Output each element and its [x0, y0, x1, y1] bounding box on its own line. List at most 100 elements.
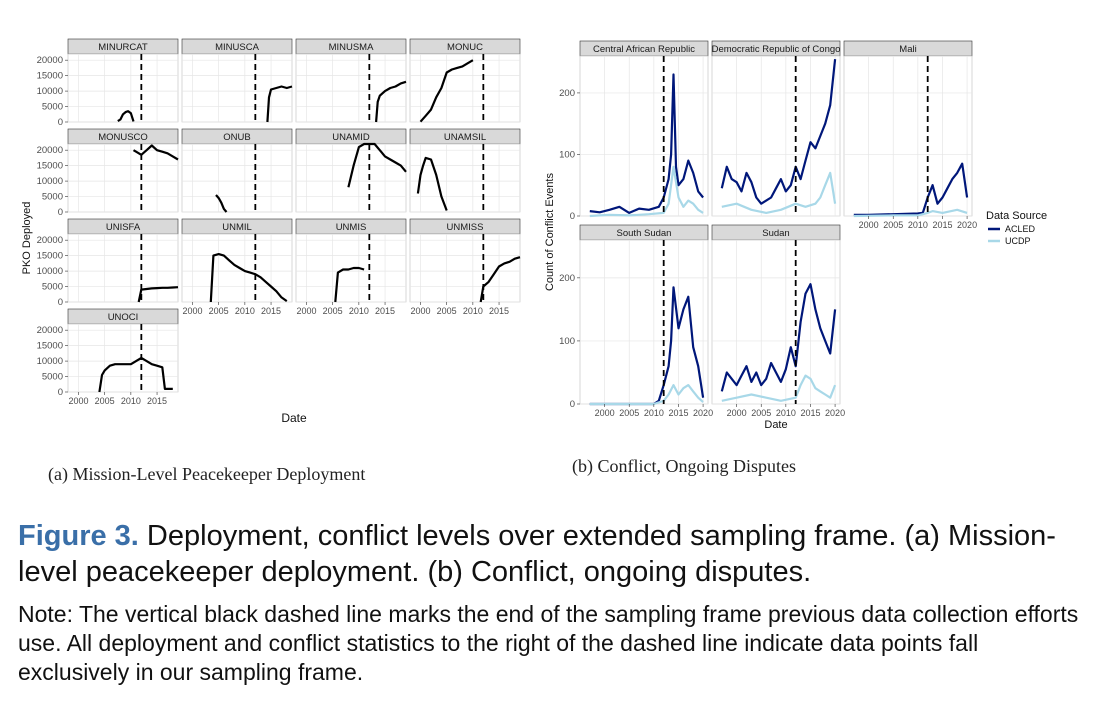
series-line: [266, 85, 293, 123]
y-tick-label: 5000: [42, 282, 63, 293]
panel-background: [67, 323, 179, 393]
series-line: [98, 356, 173, 393]
series-line: [721, 374, 837, 402]
x-tick-label: 2005: [209, 306, 229, 316]
facet-title: Central African Republic: [593, 44, 695, 55]
y-tick-label: 200: [559, 88, 575, 99]
x-tick-label: 2000: [595, 408, 615, 418]
y-tick-label: 100: [559, 336, 575, 347]
facet-title: UNMISS: [447, 222, 484, 233]
y-tick-label: 10000: [37, 86, 63, 97]
x-tick-label: 2015: [261, 306, 281, 316]
y-tick-label: 200: [559, 273, 575, 284]
facet-panel: UNAMID: [295, 128, 407, 213]
facet-title: Democratic Republic of Congo: [712, 44, 841, 55]
y-tick-label: 0: [58, 297, 63, 308]
facet-title: MINUSCA: [215, 42, 259, 53]
y-tick-label: 20000: [37, 325, 63, 336]
facet-panel: UNOCI 0 5000 10000 15000 20000 2000 2005 2010 201…: [37, 308, 179, 406]
facet-title: ONUB: [223, 132, 250, 143]
y-tick-label: 100: [559, 149, 575, 160]
x-tick-label: 2010: [235, 306, 255, 316]
x-axis-title: Date: [764, 419, 787, 431]
facet-title: MINURCAT: [98, 42, 148, 53]
y-tick-label: 0: [570, 399, 575, 410]
series-line: [209, 253, 288, 303]
series-line: [137, 286, 179, 303]
panel-background: [67, 143, 179, 213]
x-tick-label: 2005: [323, 306, 343, 316]
x-axis-title: Date: [281, 411, 307, 425]
x-tick-label: 2000: [859, 220, 879, 230]
y-tick-label: 0: [58, 207, 63, 218]
y-tick-label: 20000: [37, 235, 63, 246]
legend-label: UCDP: [1005, 236, 1031, 246]
x-tick-label: 2015: [932, 220, 952, 230]
series-line: [589, 165, 704, 218]
facet-title: UNAMSIL: [444, 132, 486, 143]
x-tick-label: 2015: [147, 396, 167, 406]
y-axis-title: PKO Deployed: [21, 202, 33, 275]
panel-background: [67, 53, 179, 123]
series-line: [720, 283, 837, 392]
panel-background: [843, 55, 973, 217]
panel-background: [181, 233, 293, 303]
facet-title: MINUSMA: [329, 42, 375, 53]
y-tick-label: 0: [58, 117, 63, 128]
facet-panel: ONUB: [181, 128, 293, 213]
facet-panel: UNMIS 2000 2005 2010 2015: [295, 218, 407, 316]
facet-panel: MONUSCO 0 5000 10000 15000 20000: [37, 128, 179, 218]
figure-label: Figure 3.: [18, 520, 139, 552]
series-line: [215, 194, 228, 213]
x-tick-label: 2000: [182, 306, 202, 316]
y-tick-label: 15000: [37, 161, 63, 172]
series-line: [117, 110, 135, 123]
y-tick-label: 0: [58, 387, 63, 398]
legend-label: ACLED: [1005, 224, 1036, 234]
facet-title: UNISFA: [106, 222, 141, 233]
series-line: [721, 171, 837, 214]
facet-panel: Central African Republic 0 100 200: [559, 40, 709, 222]
x-tick-label: 2000: [410, 306, 430, 316]
facet-panel: UNMISS 2000 2005 2010 2015: [409, 218, 521, 316]
panel-background: [579, 55, 709, 217]
legend: Data Source ACLED UCDP: [986, 210, 1047, 246]
facet-panel: UNAMSIL: [409, 128, 521, 213]
y-tick-label: 5000: [42, 192, 63, 203]
facet-panel: MINURCAT 0 5000 10000 15000 20000: [37, 38, 179, 128]
series-line: [375, 80, 407, 123]
y-tick-label: 15000: [37, 71, 63, 82]
x-tick-label: 2000: [296, 306, 316, 316]
series-line: [720, 58, 837, 205]
facet-title: South Sudan: [617, 228, 672, 239]
x-tick-label: 2010: [121, 396, 141, 406]
panel-background: [67, 233, 179, 303]
facet-title: MONUSCO: [98, 132, 148, 143]
x-tick-label: 2015: [800, 408, 820, 418]
y-tick-label: 15000: [37, 341, 63, 352]
x-tick-label: 2005: [751, 408, 771, 418]
x-tick-label: 2010: [908, 220, 928, 230]
panel-background: [409, 233, 521, 303]
series-line: [132, 144, 179, 161]
subcaption-b: (b) Conflict, Ongoing Disputes: [572, 456, 796, 476]
series-line: [334, 266, 365, 303]
y-tick-label: 5000: [42, 102, 63, 113]
x-tick-label: 2005: [95, 396, 115, 406]
x-tick-label: 2015: [375, 306, 395, 316]
x-tick-label: 2005: [437, 306, 457, 316]
y-tick-label: 0: [570, 211, 575, 222]
x-tick-label: 2020: [957, 220, 977, 230]
series-line: [419, 59, 474, 123]
series-line: [853, 208, 968, 218]
x-tick-label: 2005: [619, 408, 639, 418]
facet-panel: UNMIL 2000 2005 2010 2015: [181, 218, 293, 316]
y-tick-label: 20000: [37, 145, 63, 156]
x-tick-label: 2010: [776, 408, 796, 418]
y-tick-label: 20000: [37, 55, 63, 66]
x-tick-label: 2010: [463, 306, 483, 316]
x-tick-label: 2010: [349, 306, 369, 316]
x-tick-label: 2015: [668, 408, 688, 418]
figure-caption: Figure 3. Deployment, conflict levels ov…: [18, 518, 1082, 590]
